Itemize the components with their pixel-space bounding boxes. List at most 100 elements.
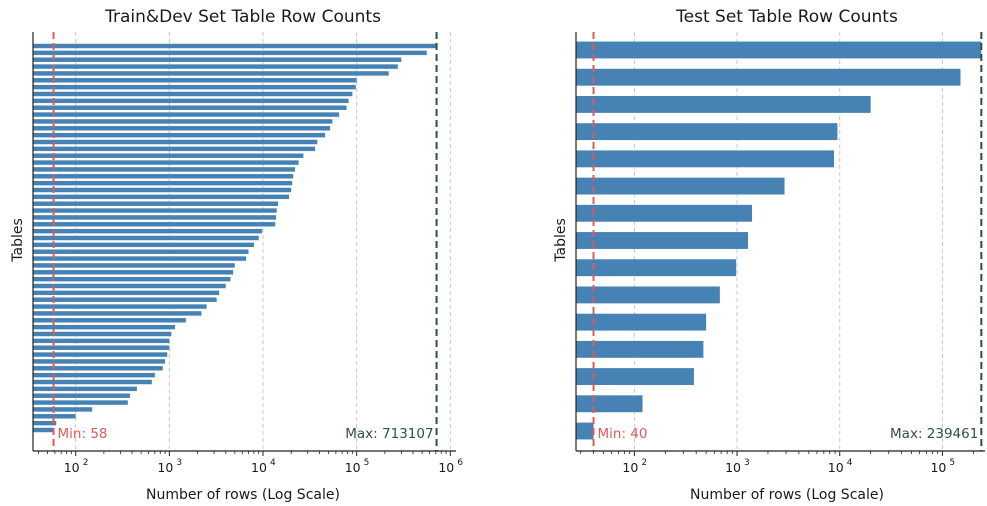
bar: [33, 420, 57, 426]
bar: [576, 422, 594, 440]
bar: [33, 400, 128, 405]
bar: [33, 407, 93, 412]
bar: [33, 78, 357, 83]
x-ticks: 10 2 10 3 10 4 10 5: [580, 451, 974, 475]
x-axis-label: Number of rows (Log Scale): [146, 487, 340, 503]
x-tick-label: 10: [64, 460, 80, 475]
bar: [33, 331, 172, 337]
bar: [33, 290, 220, 296]
bar: [33, 50, 427, 56]
bar: [33, 119, 333, 124]
max-annotation: Max: 713107: [345, 426, 433, 442]
reference-lines: [592, 32, 983, 451]
x-tick-label: 10: [345, 460, 361, 475]
bar: [33, 366, 163, 371]
bar: [33, 393, 130, 398]
max-annotation: Max: 239461: [890, 426, 978, 442]
x-tick-label: 10: [438, 460, 454, 475]
bar: [33, 64, 398, 69]
x-tick-label: 10: [930, 460, 946, 475]
bar: [33, 270, 234, 275]
bar: [576, 395, 643, 413]
reference-lines: [52, 32, 438, 451]
x-axis-label: Number of rows (Log Scale): [690, 487, 884, 503]
bar: [576, 123, 838, 141]
bars: [33, 43, 437, 433]
bar: [33, 318, 186, 323]
train-dev-chart: Train&Dev Set Table Row Counts Number of…: [10, 7, 463, 503]
bar: [33, 208, 277, 213]
x-tick-exponent: 4: [847, 458, 853, 468]
bar: [576, 204, 753, 222]
test-chart: Test Set Table Row Counts Number of rows…: [553, 7, 985, 503]
bar: [33, 276, 231, 282]
x-tick-label: 10: [828, 460, 844, 475]
bar: [33, 352, 168, 357]
x-tick-label: 10: [622, 460, 638, 475]
x-tick-exponent: 6: [457, 458, 463, 468]
bar: [33, 194, 290, 200]
bar: [33, 201, 279, 206]
x-tick-exponent: 2: [83, 458, 89, 468]
bar: [576, 232, 749, 249]
bar: [33, 228, 263, 234]
bar: [576, 340, 704, 358]
bar: [576, 68, 961, 86]
x-tick-exponent: 5: [364, 458, 370, 468]
bar: [33, 249, 249, 254]
bar: [576, 177, 785, 195]
x-tick-label: 10: [251, 460, 267, 475]
bar: [33, 345, 170, 350]
bar: [33, 427, 54, 433]
bar: [33, 235, 259, 241]
x-tick-label: 10: [725, 460, 741, 475]
bar: [576, 259, 737, 277]
bar: [33, 180, 293, 186]
bar: [33, 338, 170, 344]
bar: [576, 150, 835, 168]
bar: [33, 372, 155, 378]
min-annotation: Min: 58: [58, 426, 108, 442]
bar: [33, 160, 299, 165]
bar: [33, 304, 207, 309]
x-tick-label: 10: [157, 460, 173, 475]
bar: [33, 43, 437, 49]
bar: [33, 174, 294, 179]
bar: [576, 95, 871, 113]
bar: [33, 153, 304, 158]
bar: [33, 98, 349, 104]
bar: [33, 139, 318, 145]
bar: [33, 146, 316, 152]
x-tick-exponent: 3: [744, 458, 750, 468]
y-axis-label: Tables: [10, 218, 26, 263]
bar: [33, 215, 277, 220]
bar: [33, 105, 347, 110]
x-tick-exponent: 5: [949, 458, 955, 468]
bar: [33, 359, 166, 364]
bars: [576, 41, 982, 440]
bar: [576, 41, 982, 59]
chart-title: Test Set Table Row Counts: [675, 7, 898, 27]
bar: [33, 84, 356, 90]
bar: [33, 126, 331, 131]
bar: [33, 283, 226, 289]
bar: [33, 132, 326, 138]
x-ticks: 10 2 10 3 10 4 10 5 10 6: [38, 451, 463, 475]
bar: [33, 187, 292, 193]
chart-title: Train&Dev Set Table Row Counts: [104, 7, 381, 27]
bar: [576, 368, 694, 386]
bar: [33, 91, 353, 97]
bar: [33, 57, 402, 62]
bar: [33, 167, 296, 172]
bar: [33, 242, 254, 248]
bar: [33, 414, 76, 419]
bar: [33, 71, 389, 76]
bar: [33, 263, 235, 268]
y-axis-label: Tables: [553, 218, 569, 263]
bar: [576, 286, 720, 304]
bar: [33, 222, 276, 227]
x-tick-exponent: 4: [270, 458, 276, 468]
min-annotation: Min: 40: [598, 426, 648, 442]
bar: [33, 297, 217, 302]
